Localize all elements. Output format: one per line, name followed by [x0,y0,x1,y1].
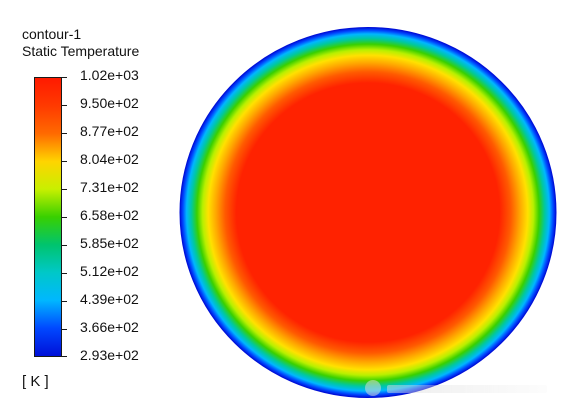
legend-tick-mark [61,356,67,357]
legend-tick-mark [61,133,67,134]
legend-tick-mark [61,301,67,302]
legend-contour-name: contour-1 [22,26,82,42]
legend-tick-labels: 1.02e+03 9.50e+02 8.77e+02 8.04e+02 7.31… [80,66,180,370]
legend-color-bar [34,77,62,357]
legend-variable-name: Static Temperature [22,43,140,59]
temperature-contour-plot [177,25,559,400]
legend-tick-mark [61,77,67,78]
legend-tick-label: 2.93e+02 [80,347,139,363]
legend-tick-mark [61,273,67,274]
legend-title: contour-1 Static Temperature [22,26,139,60]
legend-units: [ K ] [22,373,49,390]
legend-tick-mark [61,105,67,106]
legend-tick-label: 1.02e+03 [80,67,139,83]
legend-tick-mark [61,217,67,218]
contour-disc-svg [179,27,557,398]
legend-tick-label: 8.04e+02 [80,151,139,167]
legend-tick-label: 6.58e+02 [80,207,139,223]
legend-tick-label: 5.85e+02 [80,235,139,251]
legend-tick-label: 3.66e+02 [80,319,139,335]
legend-tick-label: 7.31e+02 [80,179,139,195]
legend-tick-mark [61,161,67,162]
contour-outline [179,27,557,398]
legend-tick-label: 4.39e+02 [80,291,139,307]
legend-tick-label: 8.77e+02 [80,123,139,139]
legend-tick-label: 9.50e+02 [80,95,139,111]
legend-tick-mark [61,245,67,246]
contour-disc [180,27,556,398]
legend-tick-mark [61,329,67,330]
legend-tick-mark [61,189,67,190]
legend-tick-label: 5.12e+02 [80,263,139,279]
legend-tick-marks [61,77,71,357]
